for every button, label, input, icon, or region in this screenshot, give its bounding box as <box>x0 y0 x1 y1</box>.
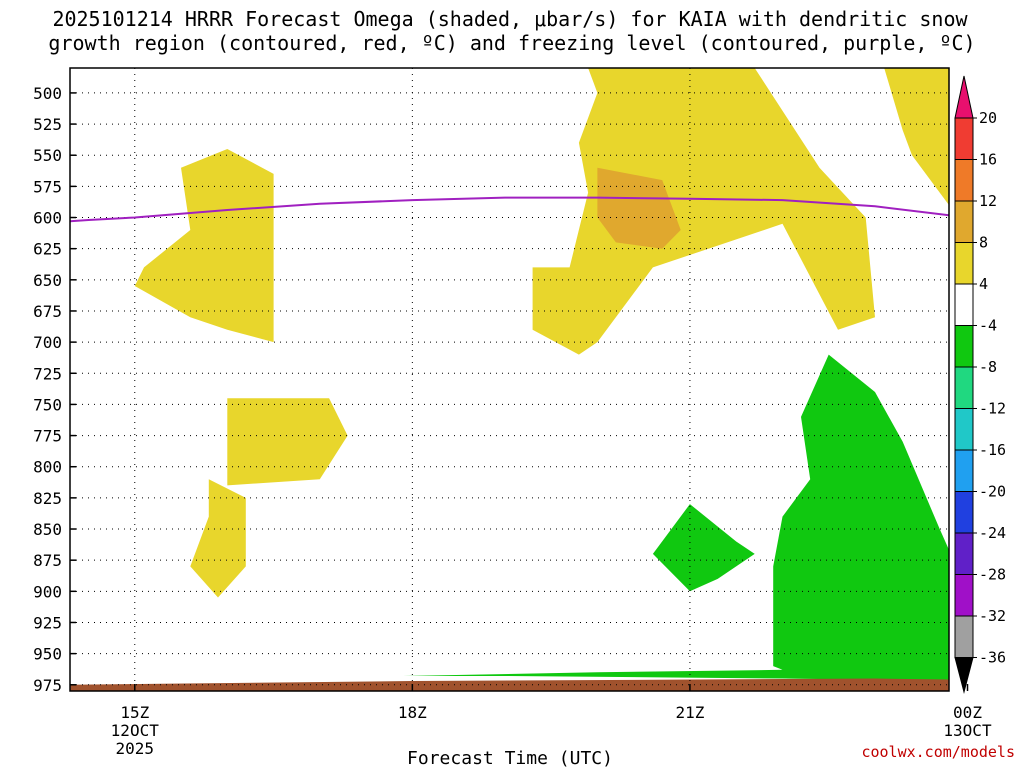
terrain-layer <box>70 678 949 691</box>
colorbar-label: 20 <box>979 109 997 127</box>
colorbar-swatch <box>954 408 974 451</box>
y-tick-label: 750 <box>33 395 62 414</box>
y-tick-label: 625 <box>33 240 62 259</box>
colorbar-swatch <box>954 325 974 368</box>
omega-shaded-regions <box>134 68 949 681</box>
x-tick-label: 00Z <box>953 703 982 722</box>
grid-lines <box>70 68 949 691</box>
x-tick-year: 2025 <box>116 739 155 758</box>
colorbar-label: -8 <box>979 358 997 376</box>
y-tick-label: 700 <box>33 333 62 352</box>
colorbar-label: -16 <box>979 441 1006 459</box>
omega-region-4 <box>227 398 348 486</box>
colorbar-label: -28 <box>979 566 1006 584</box>
y-axis: 500 525 550 575 600 625 650 675 700 725 750 775 800 8… <box>33 84 76 695</box>
y-tick-label: 825 <box>33 489 62 508</box>
y-tick-label: 775 <box>33 427 62 446</box>
y-tick-label: 850 <box>33 520 62 539</box>
omega-region-0 <box>532 68 875 355</box>
chart-title-line1: 2025101214 HRRR Forecast Omega (shaded, … <box>52 7 968 31</box>
y-tick-label: 525 <box>33 115 62 134</box>
colorbar-swatch <box>954 366 974 409</box>
omega-region-11 <box>652 504 755 592</box>
y-tick-label: 550 <box>33 146 62 165</box>
colorbar-label: -24 <box>979 524 1006 542</box>
colorbar-swatch <box>954 117 974 160</box>
omega-region-3 <box>134 149 274 343</box>
colorbar-swatch <box>954 532 974 575</box>
colorbar-label: -20 <box>979 483 1006 501</box>
colorbar-swatch <box>954 283 974 326</box>
y-tick-label: 925 <box>33 613 62 632</box>
x-tick-label: 21Z <box>675 703 704 722</box>
omega-region-5 <box>190 479 246 598</box>
colorbar-label: 16 <box>979 151 997 169</box>
y-tick-label: 950 <box>33 645 62 664</box>
colorbar-label: -4 <box>979 317 997 335</box>
x-axis-label: Forecast Time (UTC) <box>407 748 613 768</box>
plot-frame <box>69 67 950 692</box>
x-axis: 15Z12OCT202518Z21Z00Z13OCT03Z06Z <box>111 684 992 758</box>
colorbar-swatch <box>954 449 974 492</box>
omega-region-2 <box>884 68 949 206</box>
y-tick-label: 675 <box>33 302 62 321</box>
x-tick-label: 15Z <box>120 703 149 722</box>
omega-region-12 <box>403 354 949 681</box>
y-tick-label: 500 <box>33 84 62 103</box>
x-tick-date: 12OCT <box>111 721 160 740</box>
y-tick-label: 800 <box>33 458 62 477</box>
colorbar-swatch <box>954 491 974 534</box>
credit-text: coolwx.com/models <box>861 743 1015 761</box>
y-tick-label: 975 <box>33 676 62 695</box>
y-tick-label: 600 <box>33 209 62 228</box>
x-tick-date: 13OCT <box>943 721 992 740</box>
y-tick-label: 875 <box>33 551 62 570</box>
terrain-shape <box>70 678 949 691</box>
colorbar-swatch <box>954 574 974 617</box>
chart-title-line2: growth region (contoured, red, ºC) and f… <box>48 31 975 55</box>
colorbar-label: -32 <box>979 607 1006 625</box>
colorbar-label: -36 <box>979 649 1006 667</box>
colorbar-label: 4 <box>979 275 988 293</box>
y-tick-label: 725 <box>33 364 62 383</box>
colorbar-swatch <box>954 242 974 285</box>
colorbar-label: 12 <box>979 192 997 210</box>
colorbar-swatch <box>954 615 974 658</box>
colorbar-label: -12 <box>979 400 1006 418</box>
colorbar-arrow-bottom <box>954 657 974 694</box>
colorbar-label: 8 <box>979 234 988 252</box>
freezing-level-layer: 0 <box>70 196 949 223</box>
x-tick-label: 18Z <box>398 703 427 722</box>
y-tick-label: 650 <box>33 271 62 290</box>
colorbar-swatch <box>954 159 974 202</box>
colorbar-swatch <box>954 200 974 243</box>
freezing-level-line <box>70 196 949 223</box>
y-tick-label: 900 <box>33 582 62 601</box>
y-tick-label: 575 <box>33 177 62 196</box>
omega-region-8 <box>597 167 681 249</box>
colorbar: 20 16 12 8 4 -4 -8 -12 -16 -20 -24 -28 -32 -36 <box>954 75 1006 694</box>
